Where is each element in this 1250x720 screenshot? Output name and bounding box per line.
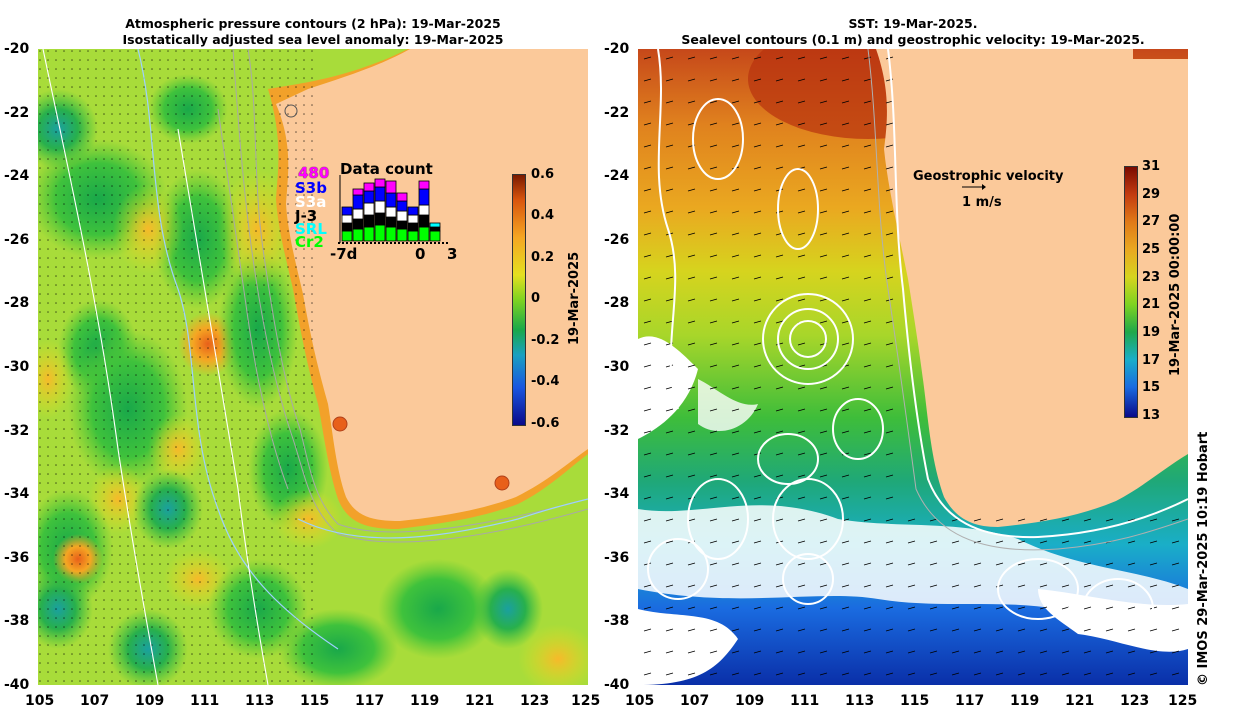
lat-tick: -40 [4,677,30,693]
right-cb-tick: 15 [1142,380,1161,395]
left-title-line1: Atmospheric pressure contours (2 hPa): 1… [125,16,501,31]
lon-tick: 105 [625,693,655,709]
lat-tick: -28 [4,295,30,311]
lat-tick: -30 [604,359,630,375]
lat-tick: -22 [4,105,30,121]
left-cb-tick: 0.2 [531,250,555,265]
left-cb-tick: 0.4 [531,208,555,223]
lon-tick: 121 [1065,693,1095,709]
sat-label-s3b: S3b [295,179,327,197]
lon-tick: 111 [190,693,220,709]
left-cb-tick: -0.4 [531,374,560,389]
lat-tick: -28 [604,295,630,311]
lat-tick: -34 [4,486,30,502]
sat-label-s3a: S3a [295,193,327,211]
velocity-legend-title: Geostrophic velocity [913,169,1064,184]
right-cb-tick: 23 [1142,270,1161,285]
lon-tick: 117 [955,693,985,709]
lat-tick: -34 [604,486,630,502]
right-map[interactable] [638,49,1188,685]
lon-tick: 115 [900,693,930,709]
left-cb-tick: -0.2 [531,333,560,348]
lat-tick: -32 [4,423,30,439]
sst-map [638,49,1188,685]
lon-tick: 117 [355,693,385,709]
lat-tick: -26 [604,232,630,248]
right-cb-tick: 31 [1142,159,1161,174]
lon-tick: 109 [135,693,165,709]
lon-tick: 121 [465,693,495,709]
sat-label-srl: SRL [295,220,327,238]
lat-tick: -36 [4,550,30,566]
lon-tick: 107 [680,693,710,709]
inset-xtick-start: -7d [330,245,358,263]
lon-tick: 115 [300,693,330,709]
imos-credit: © IMOS 29-Mar-2025 10:19 Hobart [1196,431,1211,686]
right-colorbar-label: 19-Mar-2025 00:00:00 [1168,213,1183,376]
lat-tick: -20 [604,41,630,57]
lon-tick: 119 [410,693,440,709]
lat-tick: -20 [4,41,30,57]
lat-tick: -24 [4,168,30,184]
lon-tick: 107 [80,693,110,709]
left-cb-tick: 0.6 [531,167,555,182]
lat-tick: -32 [604,423,630,439]
right-cb-tick: 13 [1142,408,1161,423]
right-cb-tick: 27 [1142,214,1161,229]
left-cb-tick: 0 [531,291,541,306]
velocity-scale-arrow [962,184,986,190]
lat-tick: -22 [604,105,630,121]
lon-tick: 113 [845,693,875,709]
lat-tick: -38 [4,613,30,629]
lat-tick: -26 [4,232,30,248]
lat-tick: -24 [604,168,630,184]
right-cb-tick: 19 [1142,325,1161,340]
lon-tick: 123 [520,693,550,709]
lon-tick: 111 [790,693,820,709]
lon-tick: 125 [1168,693,1198,709]
lon-tick: 119 [1010,693,1040,709]
right-cb-tick: 21 [1142,297,1161,312]
right-colorbar [1124,166,1138,418]
lon-tick: 105 [25,693,55,709]
data-count-bars [338,175,450,244]
lat-tick: -38 [604,613,630,629]
lat-tick: -36 [604,550,630,566]
lon-tick: 113 [245,693,275,709]
sat-label-480: 480 [298,164,330,182]
right-cb-tick: 17 [1142,353,1161,368]
left-colorbar-label: 19-Mar-2025 [567,251,582,345]
sea-level-anomaly-map [38,49,588,685]
sat-label-cr2: Cr2 [295,233,324,251]
right-title-line1: SST: 19-Mar-2025. [848,16,978,31]
lat-tick: -40 [604,677,630,693]
left-cb-tick: -0.6 [531,416,560,431]
data-count-title: Data count [340,160,433,178]
right-cb-tick: 25 [1142,242,1161,257]
inset-xtick-zero: 0 [415,245,426,263]
right-cb-tick: 29 [1142,187,1161,202]
velocity-legend-scale: 1 m/s [962,195,1002,210]
lon-tick: 123 [1120,693,1150,709]
left-map[interactable] [38,49,588,685]
sat-label-j3: J-3 [295,207,318,225]
inset-xtick-end: 3 [447,245,458,263]
lon-tick: 109 [735,693,765,709]
left-colorbar [512,174,526,426]
left-title-line2: Isostatically adjusted sea level anomaly… [122,32,504,47]
lat-tick: -30 [4,359,30,375]
right-title-line2: Sealevel contours (0.1 m) and geostrophi… [681,32,1145,47]
lon-tick: 125 [571,693,601,709]
